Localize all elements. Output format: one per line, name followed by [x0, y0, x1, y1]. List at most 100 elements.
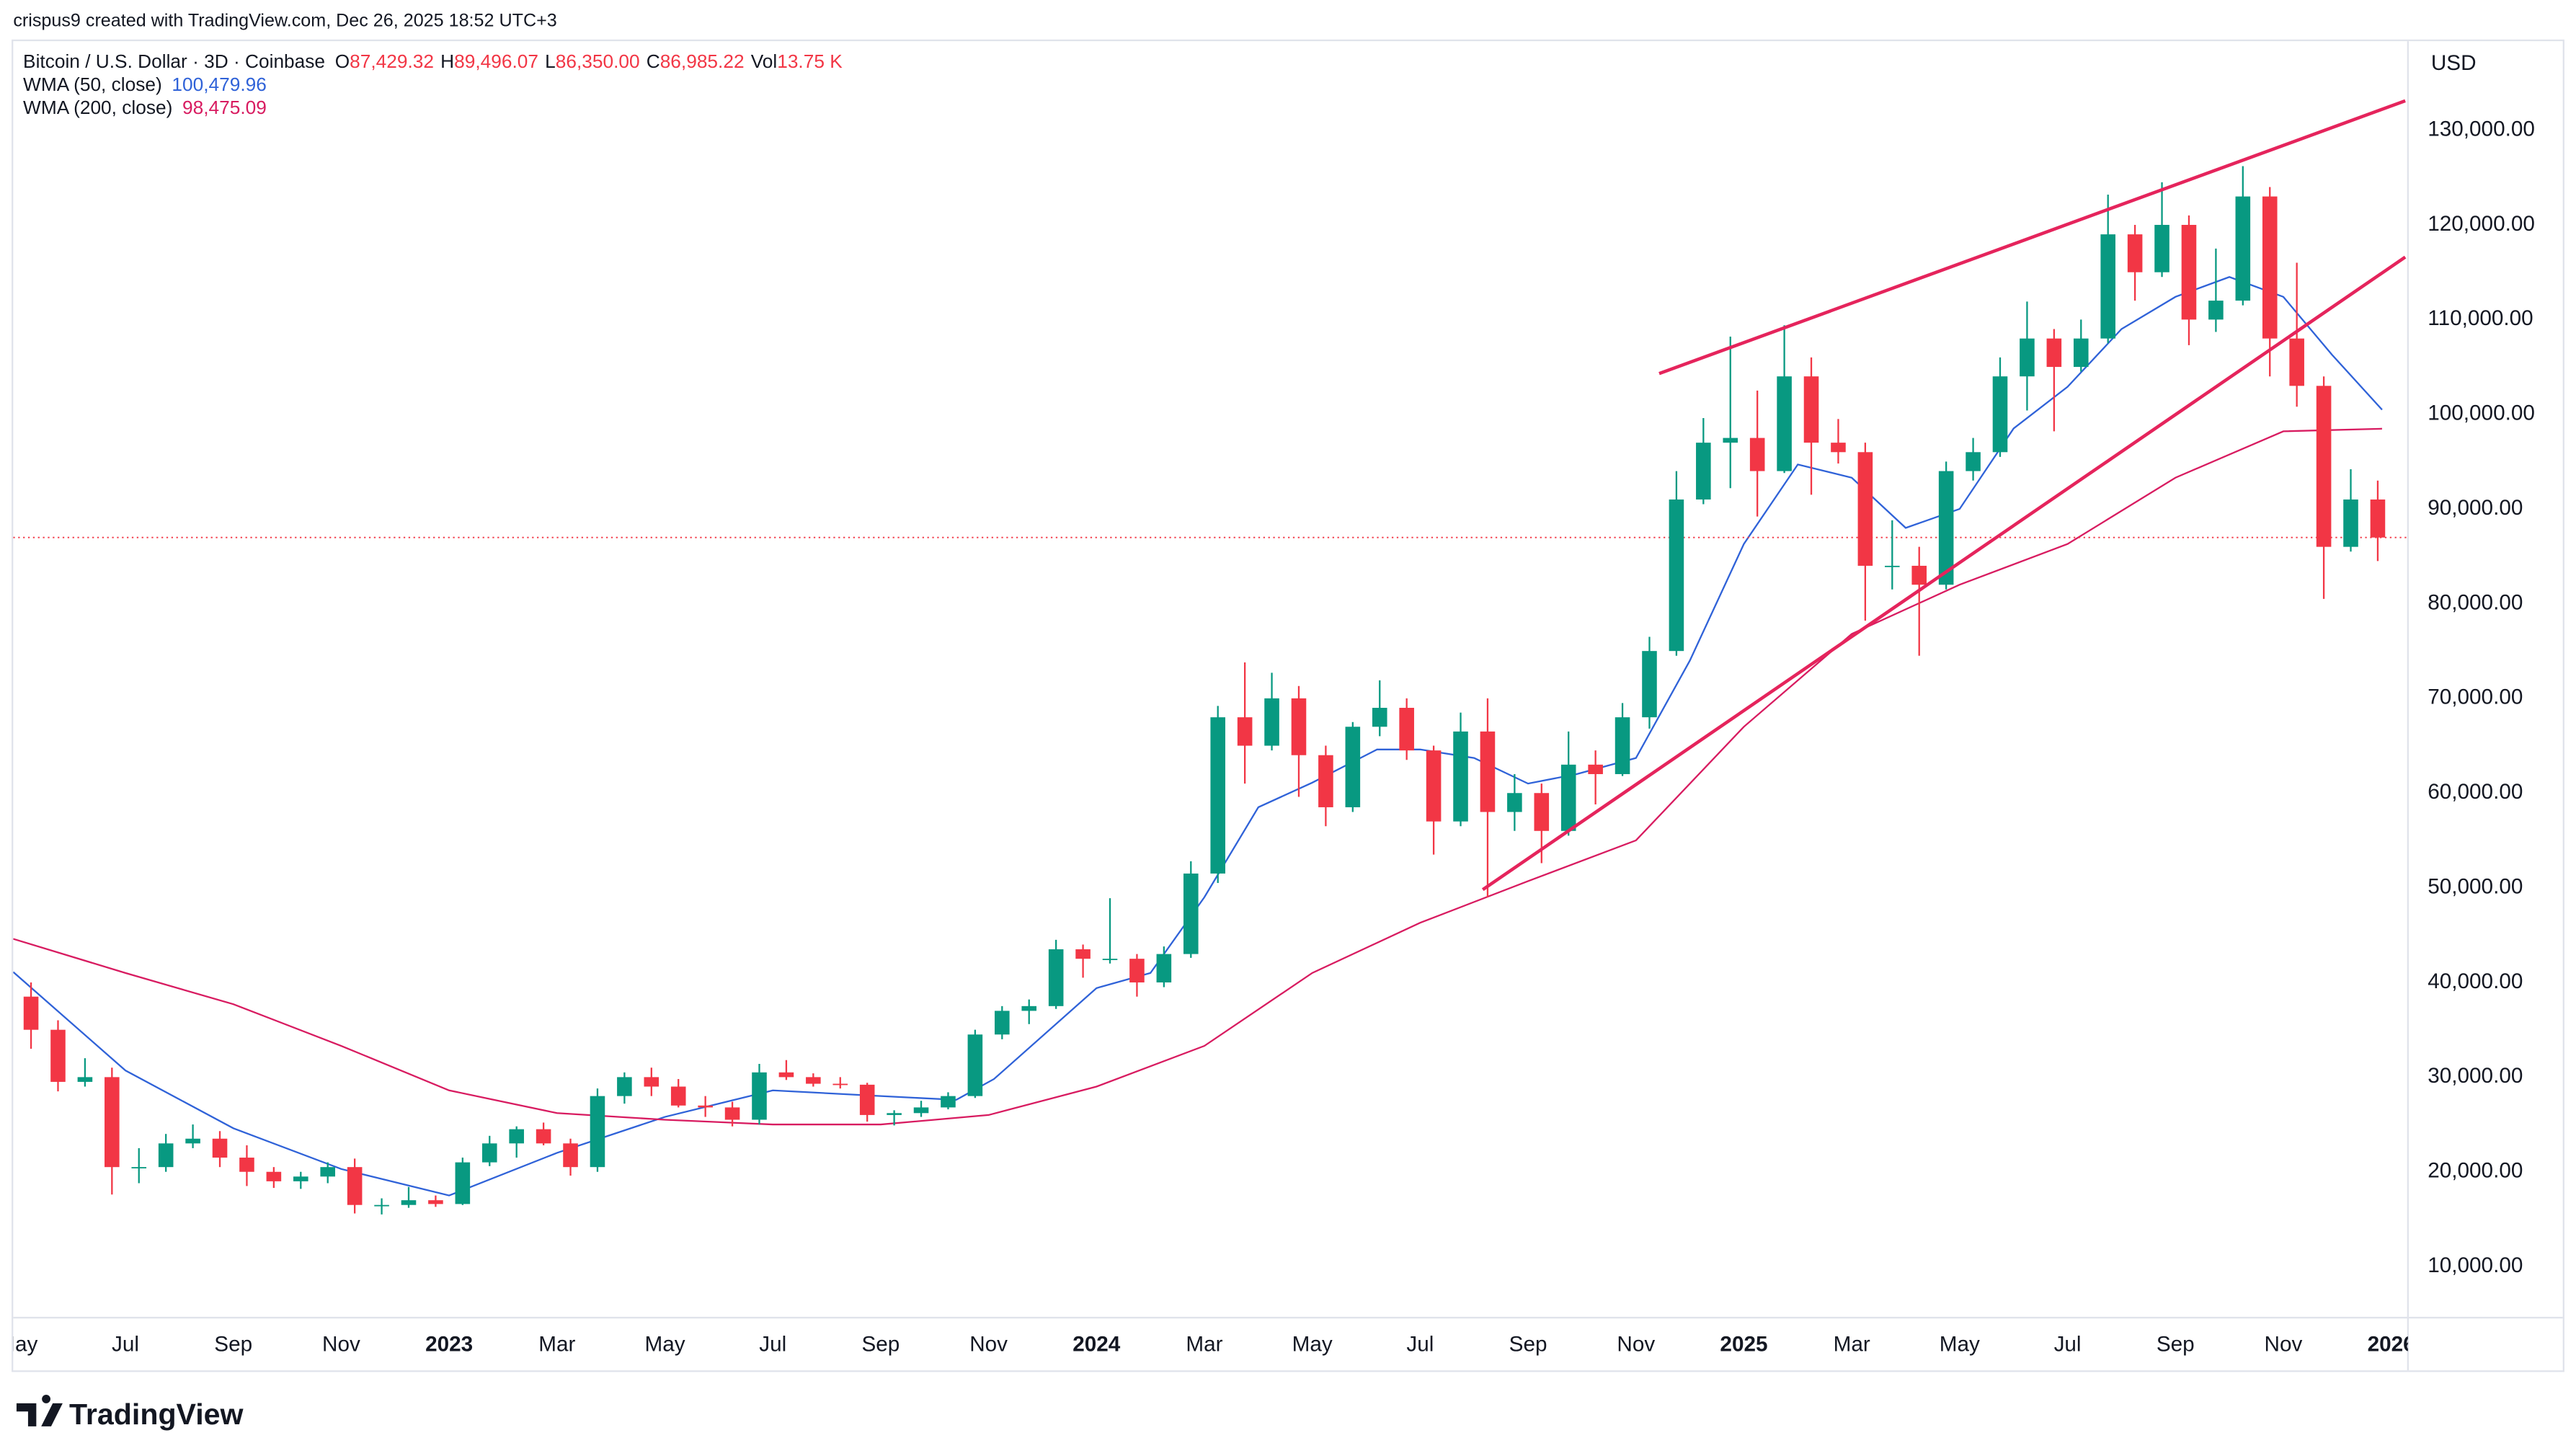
candle-body: [1777, 376, 1792, 471]
legend-title: Bitcoin / U.S. Dollar · 3D · Coinbase: [23, 50, 325, 72]
legend-indicator-name: WMA (50, close): [23, 74, 162, 95]
candle-body: [644, 1077, 659, 1087]
x-tick-label: Nov: [2265, 1333, 2303, 1357]
candle-body: [77, 1077, 93, 1082]
x-tick-label: 2023: [425, 1333, 473, 1357]
candle-body: [1399, 708, 1414, 751]
wma-line: [13, 427, 2382, 1126]
legend-symbol: Bitcoin / U.S. Dollar · 3D · Coinbase O87…: [23, 50, 843, 72]
x-tick-label: May: [644, 1333, 685, 1357]
candle-body: [2235, 196, 2251, 301]
x-tick-label: Jul: [2054, 1333, 2082, 1357]
y-tick-label: 20,000.00: [2428, 1159, 2523, 1183]
x-tick-label: May: [0, 1333, 38, 1357]
candle-body: [2073, 338, 2089, 368]
candle-body: [509, 1129, 524, 1144]
candle-body: [670, 1086, 686, 1106]
candle-body: [2289, 338, 2304, 386]
candle-body: [913, 1107, 929, 1114]
candle-body: [536, 1129, 551, 1144]
candle-body: [1992, 376, 2008, 453]
candle-body: [1831, 443, 1846, 453]
candle-body: [1588, 764, 1603, 774]
legend-indicator: WMA (50, close) 100,479.96: [23, 74, 267, 95]
y-tick-label: 110,000.00: [2428, 306, 2533, 330]
candle-body: [428, 1200, 443, 1204]
candle-body: [2100, 234, 2115, 339]
candle-body: [1615, 717, 1630, 774]
candle-body: [212, 1138, 228, 1158]
x-tick-label: Nov: [1617, 1333, 1655, 1357]
candle-body: [1210, 717, 1225, 874]
x-tick-label: 2026: [2368, 1333, 2415, 1357]
candle-body: [1237, 717, 1253, 746]
candle-body: [1534, 793, 1550, 831]
y-tick-label: 30,000.00: [2428, 1064, 2523, 1088]
logo: TradingView: [16, 1394, 244, 1431]
candle-body: [1723, 438, 1738, 443]
candle-body: [617, 1077, 632, 1096]
y-tick-label: 60,000.00: [2428, 780, 2523, 804]
trend-line: [1658, 99, 2406, 376]
candle-body: [2020, 338, 2035, 377]
wma-line: [13, 276, 2383, 1197]
candle-body: [2046, 338, 2062, 368]
x-tick-label: Jul: [1406, 1333, 1434, 1357]
candle-body: [1938, 471, 1954, 585]
legend-indicator-value: 98,475.09: [182, 97, 267, 118]
candle-body: [1075, 949, 1091, 959]
candle-body: [1372, 708, 1387, 727]
y-tick-label: 10,000.00: [2428, 1253, 2523, 1277]
candle-body: [1911, 565, 1927, 585]
candle-body: [1129, 959, 1145, 982]
y-tick-label: 50,000.00: [2428, 874, 2523, 898]
legend-indicator: WMA (200, close) 98,475.09: [23, 97, 267, 118]
legend-ohlc-value: 87,429.32: [350, 50, 434, 72]
candle-body: [752, 1072, 767, 1120]
candle-body: [23, 996, 39, 1030]
header: crispus9 created with TradingView.com, D…: [13, 10, 556, 30]
x-tick-label: Mar: [1186, 1333, 1222, 1357]
candle-body: [806, 1077, 821, 1084]
legend-indicator-name: WMA (200, close): [23, 97, 172, 118]
candle-body: [995, 1011, 1010, 1035]
candle-body: [1318, 755, 1333, 807]
x-tick-label: Nov: [969, 1333, 1008, 1357]
x-tick-label: Nov: [322, 1333, 360, 1357]
candle-body: [1156, 954, 1172, 982]
candle-body: [1749, 438, 1765, 471]
candle-body: [481, 1143, 497, 1163]
candle-body: [455, 1162, 471, 1204]
candle-body: [374, 1204, 389, 1207]
candle-body: [2154, 224, 2169, 272]
y-tick-label: 90,000.00: [2428, 496, 2523, 520]
legend-ohlc-value: 86,985.22: [660, 50, 745, 72]
candle-body: [1966, 452, 1981, 471]
legend-ohlc-label: Vol: [751, 50, 778, 72]
legend-indicator-value: 100,479.96: [172, 74, 266, 95]
logo-text: TradingView: [69, 1398, 244, 1431]
candle-body: [698, 1105, 713, 1108]
candle-body: [1426, 750, 1442, 822]
candle-body: [105, 1077, 120, 1168]
y-tick-label: 40,000.00: [2428, 969, 2523, 993]
legend-ohlc-value: 13.75 K: [777, 50, 843, 72]
legend-ohlc-value: 89,496.07: [454, 50, 538, 72]
candle-body: [1048, 949, 1064, 1006]
legend-ohlc-label: H: [440, 50, 454, 72]
y-tick-label: 80,000.00: [2428, 590, 2523, 614]
candle-body: [887, 1113, 902, 1115]
legend-ohlc-label: C: [647, 50, 660, 72]
candle-body: [239, 1158, 254, 1172]
candle-body: [1291, 698, 1307, 755]
y-tick-label: 100,000.00: [2428, 401, 2535, 425]
axis-currency: USD: [2431, 51, 2477, 75]
x-tick-label: Jul: [759, 1333, 786, 1357]
candle-body: [401, 1200, 417, 1205]
candle-body: [859, 1084, 875, 1115]
candle-body: [2370, 499, 2386, 538]
candle-body: [1102, 959, 1118, 960]
candle-body: [158, 1143, 174, 1168]
y-tick-label: 70,000.00: [2428, 685, 2523, 709]
candle-body: [266, 1171, 282, 1181]
